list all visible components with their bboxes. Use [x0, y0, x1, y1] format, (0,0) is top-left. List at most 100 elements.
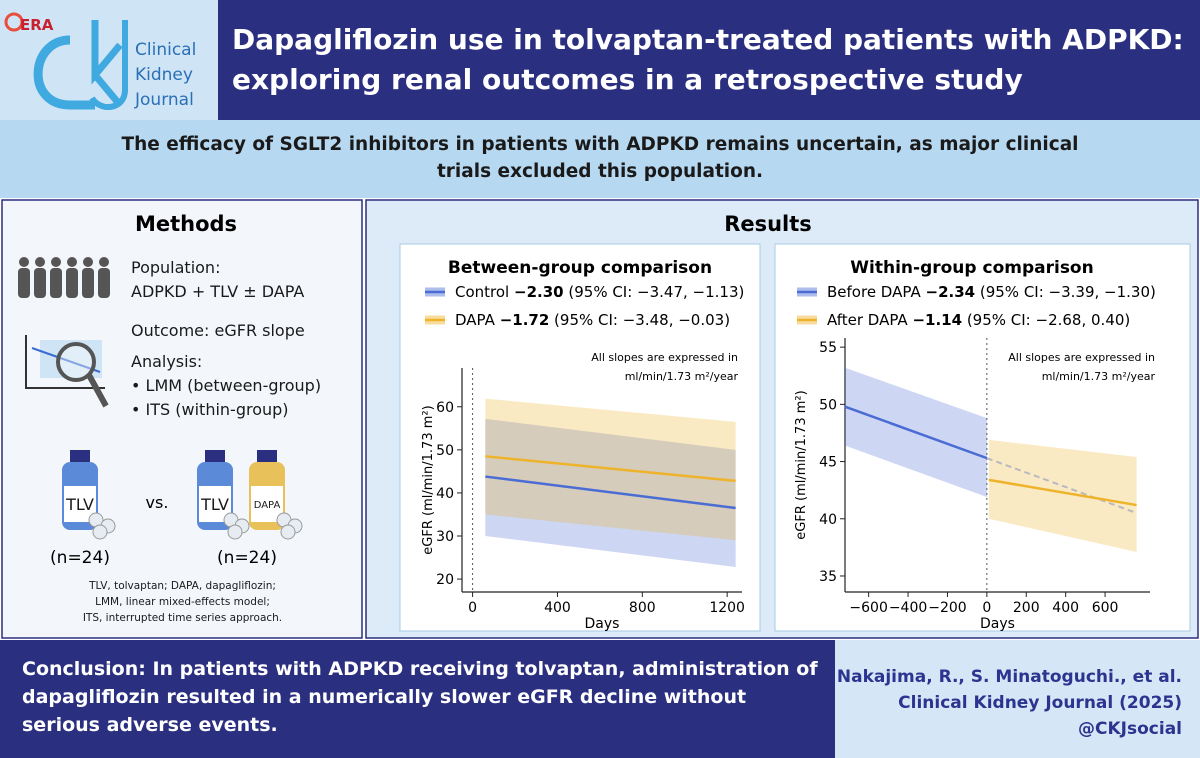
y-axis-label: eGFR (ml/min/1.73 m²) [421, 405, 436, 554]
main-title: Dapagliflozin use in tolvaptan-treated p… [232, 23, 1184, 96]
methods-title: Methods [135, 212, 237, 236]
logo-c [33, 35, 95, 110]
chart-title: Between-group comparison [448, 258, 712, 278]
logo-j [89, 20, 128, 110]
person [18, 257, 30, 298]
results-title: Results [724, 212, 812, 236]
y-tick-label: 55 [819, 340, 837, 356]
x-tick-label: −200 [928, 600, 966, 616]
y-tick-label: 35 [819, 569, 837, 585]
y-tick-label: 20 [436, 572, 454, 588]
journal-name: Journal [134, 90, 194, 110]
legend-entry: DAPA −1.72 (95% CI: −3.48, −0.03) [455, 311, 730, 329]
note: All slopes are expressed in [591, 351, 738, 364]
x-tick-label: −600 [849, 600, 887, 616]
bottle-cap [257, 450, 277, 462]
x-tick-label: 0 [468, 600, 477, 616]
legend-name: After DAPA [827, 311, 908, 329]
conclusion: Conclusion: In patients with ADPKD recei… [22, 658, 818, 736]
person [50, 257, 62, 298]
bottle-text: TLV [200, 495, 229, 514]
ci-band [988, 439, 1137, 552]
background-panel [0, 120, 1200, 198]
person [34, 257, 46, 298]
person [66, 257, 78, 298]
magnifier-handle [86, 373, 109, 408]
background-statement: The efficacy of SGLT2 inhibitors in pati… [121, 134, 1079, 182]
y-tick-label: 45 [819, 455, 837, 471]
analysis-text: ITS (within-group) [145, 400, 289, 419]
legend-entry: After DAPA −1.14 (95% CI: −2.68, 0.40) [827, 311, 1130, 329]
mini-line [31, 347, 101, 373]
legend-ci: (95% CI: −3.39, −1.30) [980, 283, 1156, 301]
group-n: (n=24) [50, 548, 110, 568]
x-axis-label: Days [585, 616, 620, 632]
legend-slope: −1.14 [912, 311, 962, 329]
y-tick-label: 60 [436, 400, 454, 416]
y-tick-label: 30 [436, 529, 454, 545]
legend-slope: −2.34 [926, 283, 976, 301]
bottle-cap [70, 450, 90, 462]
bottles: TLV TLV DAPA vs. (n=24) (n=24) [50, 450, 303, 568]
analysis-label: Analysis: [131, 352, 203, 371]
bottle-cap [205, 450, 225, 462]
citation-line: @CKJsocial [1078, 719, 1182, 739]
group-n: (n=24) [217, 548, 277, 568]
logo-badge: ERA [20, 16, 54, 34]
citation-line: Nakajima, R., S. Minatoguchi., et al. [836, 667, 1182, 687]
population-label: Population: [131, 258, 221, 277]
footnote-line: LMM, linear mixed-effects model; [95, 596, 270, 608]
legend-name: Control [455, 283, 509, 301]
magnifier [56, 342, 96, 382]
footnote-line: ITS, interrupted time series approach. [82, 612, 283, 624]
trend-line [988, 478, 1137, 507]
chart-card [774, 243, 1191, 632]
x-tick-label: −400 [889, 600, 927, 616]
legend-ci: (95% CI: −3.47, −1.13) [568, 283, 744, 301]
legend-ci: (95% CI: −3.48, −0.03) [554, 311, 730, 329]
chart-card [399, 243, 761, 632]
journal-name: Clinical [135, 40, 196, 60]
analysis-item: • ITS (within-group) [131, 400, 289, 419]
analysis-text: LMM (between-group) [145, 376, 322, 395]
footnote: TLV, tolvaptan; DAPA, dapagliflozin; LMM… [20, 578, 345, 626]
bottle-text: TLV [65, 495, 94, 514]
mini-axes [25, 335, 105, 389]
citation: Nakajima, R., S. Minatoguchi., et al. Cl… [837, 664, 1182, 742]
person [98, 257, 110, 298]
population: ADPKD + TLV ± DAPA [131, 282, 305, 301]
people-icon [18, 257, 110, 298]
citation-panel [835, 640, 1200, 758]
x-tick-label: 600 [1092, 600, 1119, 616]
logo-ring [4, 12, 24, 32]
legend-ci: (95% CI: −2.68, 0.40) [967, 311, 1130, 329]
counterfactual-line [986, 457, 1137, 514]
trend-line [844, 405, 988, 460]
x-tick-label: 0 [982, 600, 991, 616]
outcome: Outcome: eGFR slope [131, 321, 305, 340]
conclusion-panel [0, 640, 835, 758]
legend-entry: Before DAPA −2.34 (95% CI: −3.39, −1.30) [827, 283, 1156, 301]
y-tick-label: 50 [819, 397, 837, 413]
y-tick-label: 40 [819, 512, 837, 528]
x-tick-label: 400 [1052, 600, 1079, 616]
x-tick-label: 800 [629, 600, 656, 616]
analysis-icon [25, 335, 109, 408]
legend-name: Before DAPA [827, 283, 921, 301]
logo: ERA Clinical Kidney Journal [4, 12, 196, 110]
trend-line [485, 475, 736, 510]
bottle-text: DAPA [254, 500, 281, 511]
citation-line: Clinical Kidney Journal (2025) [898, 693, 1182, 713]
x-axis-label: Days [980, 616, 1015, 632]
legend-slope: −2.30 [514, 283, 564, 301]
footnote-line: TLV, tolvaptan; DAPA, dapagliflozin; [89, 580, 276, 592]
analysis-item: • LMM (between-group) [131, 376, 322, 395]
chart-title: Within-group comparison [850, 258, 1093, 278]
logo-k [91, 20, 123, 108]
title-panel [218, 0, 1200, 120]
x-tick-label: 1200 [709, 600, 745, 616]
x-tick-label: 400 [544, 600, 571, 616]
x-tick-label: 200 [1013, 600, 1040, 616]
